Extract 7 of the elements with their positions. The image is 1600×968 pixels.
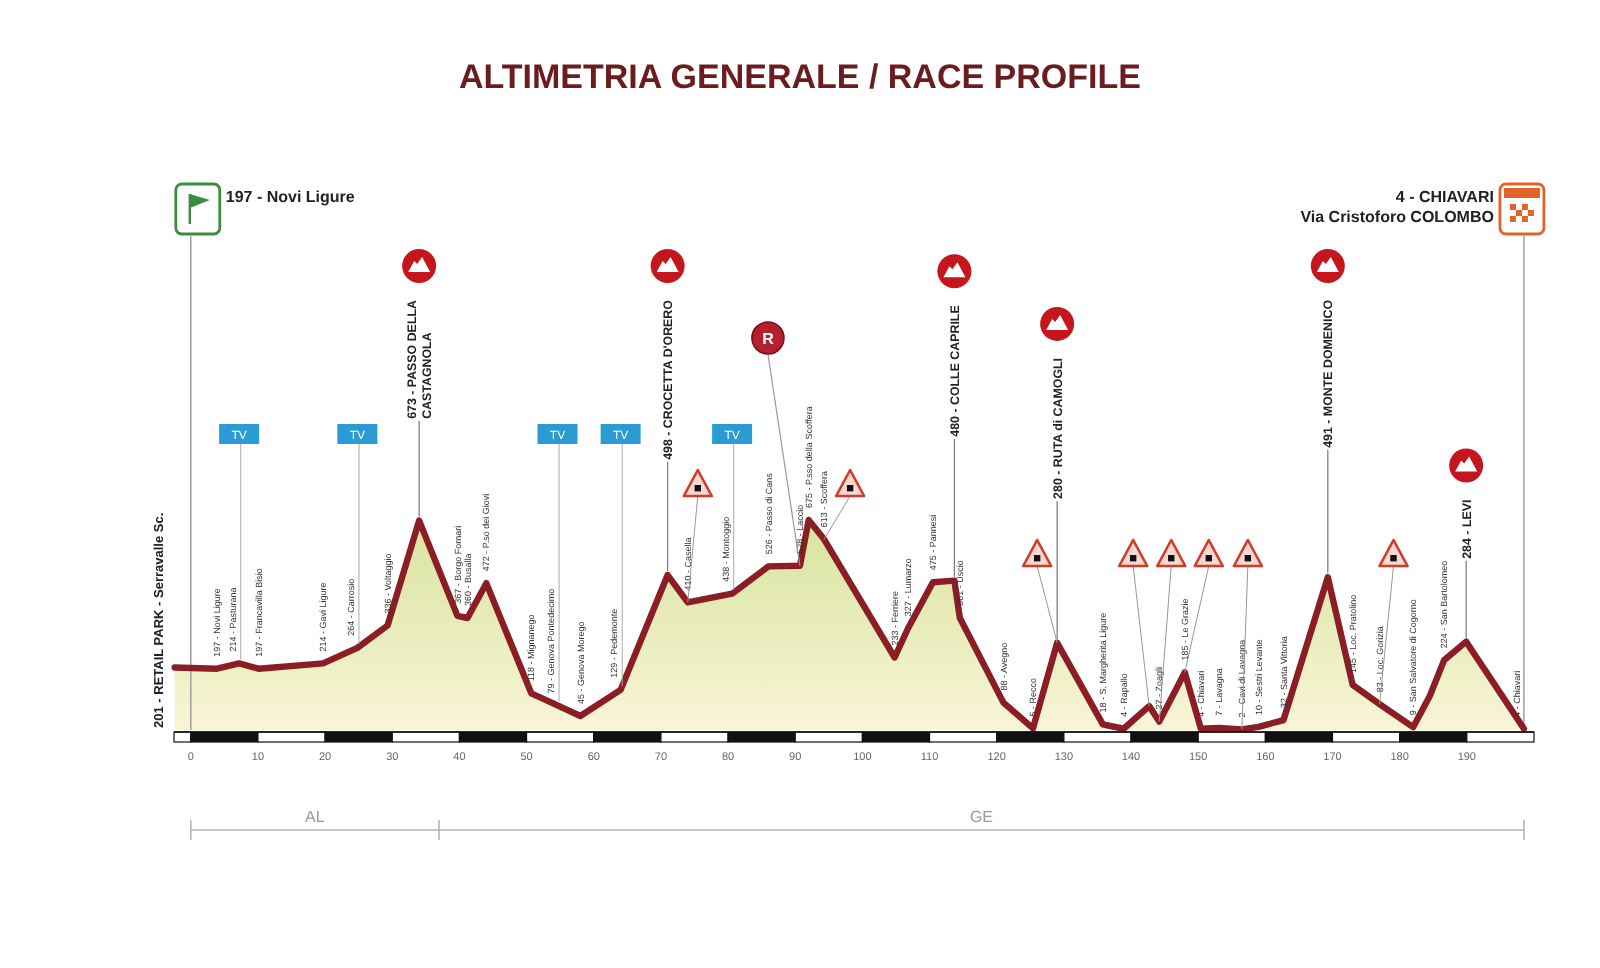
text: Via Cristoforo COLOMBO bbox=[1300, 208, 1494, 226]
text: AL bbox=[305, 808, 326, 826]
text: GE bbox=[969, 808, 994, 826]
ref-line-label: 4 - CHIAVARI bbox=[1395, 188, 1494, 206]
ref-line-label: 197 - Novi Ligure bbox=[225, 188, 356, 206]
chart-title: ALTIMETRIA GENERALE / RACE PROFILE bbox=[459, 58, 1141, 96]
annotation: R bbox=[762, 330, 775, 348]
